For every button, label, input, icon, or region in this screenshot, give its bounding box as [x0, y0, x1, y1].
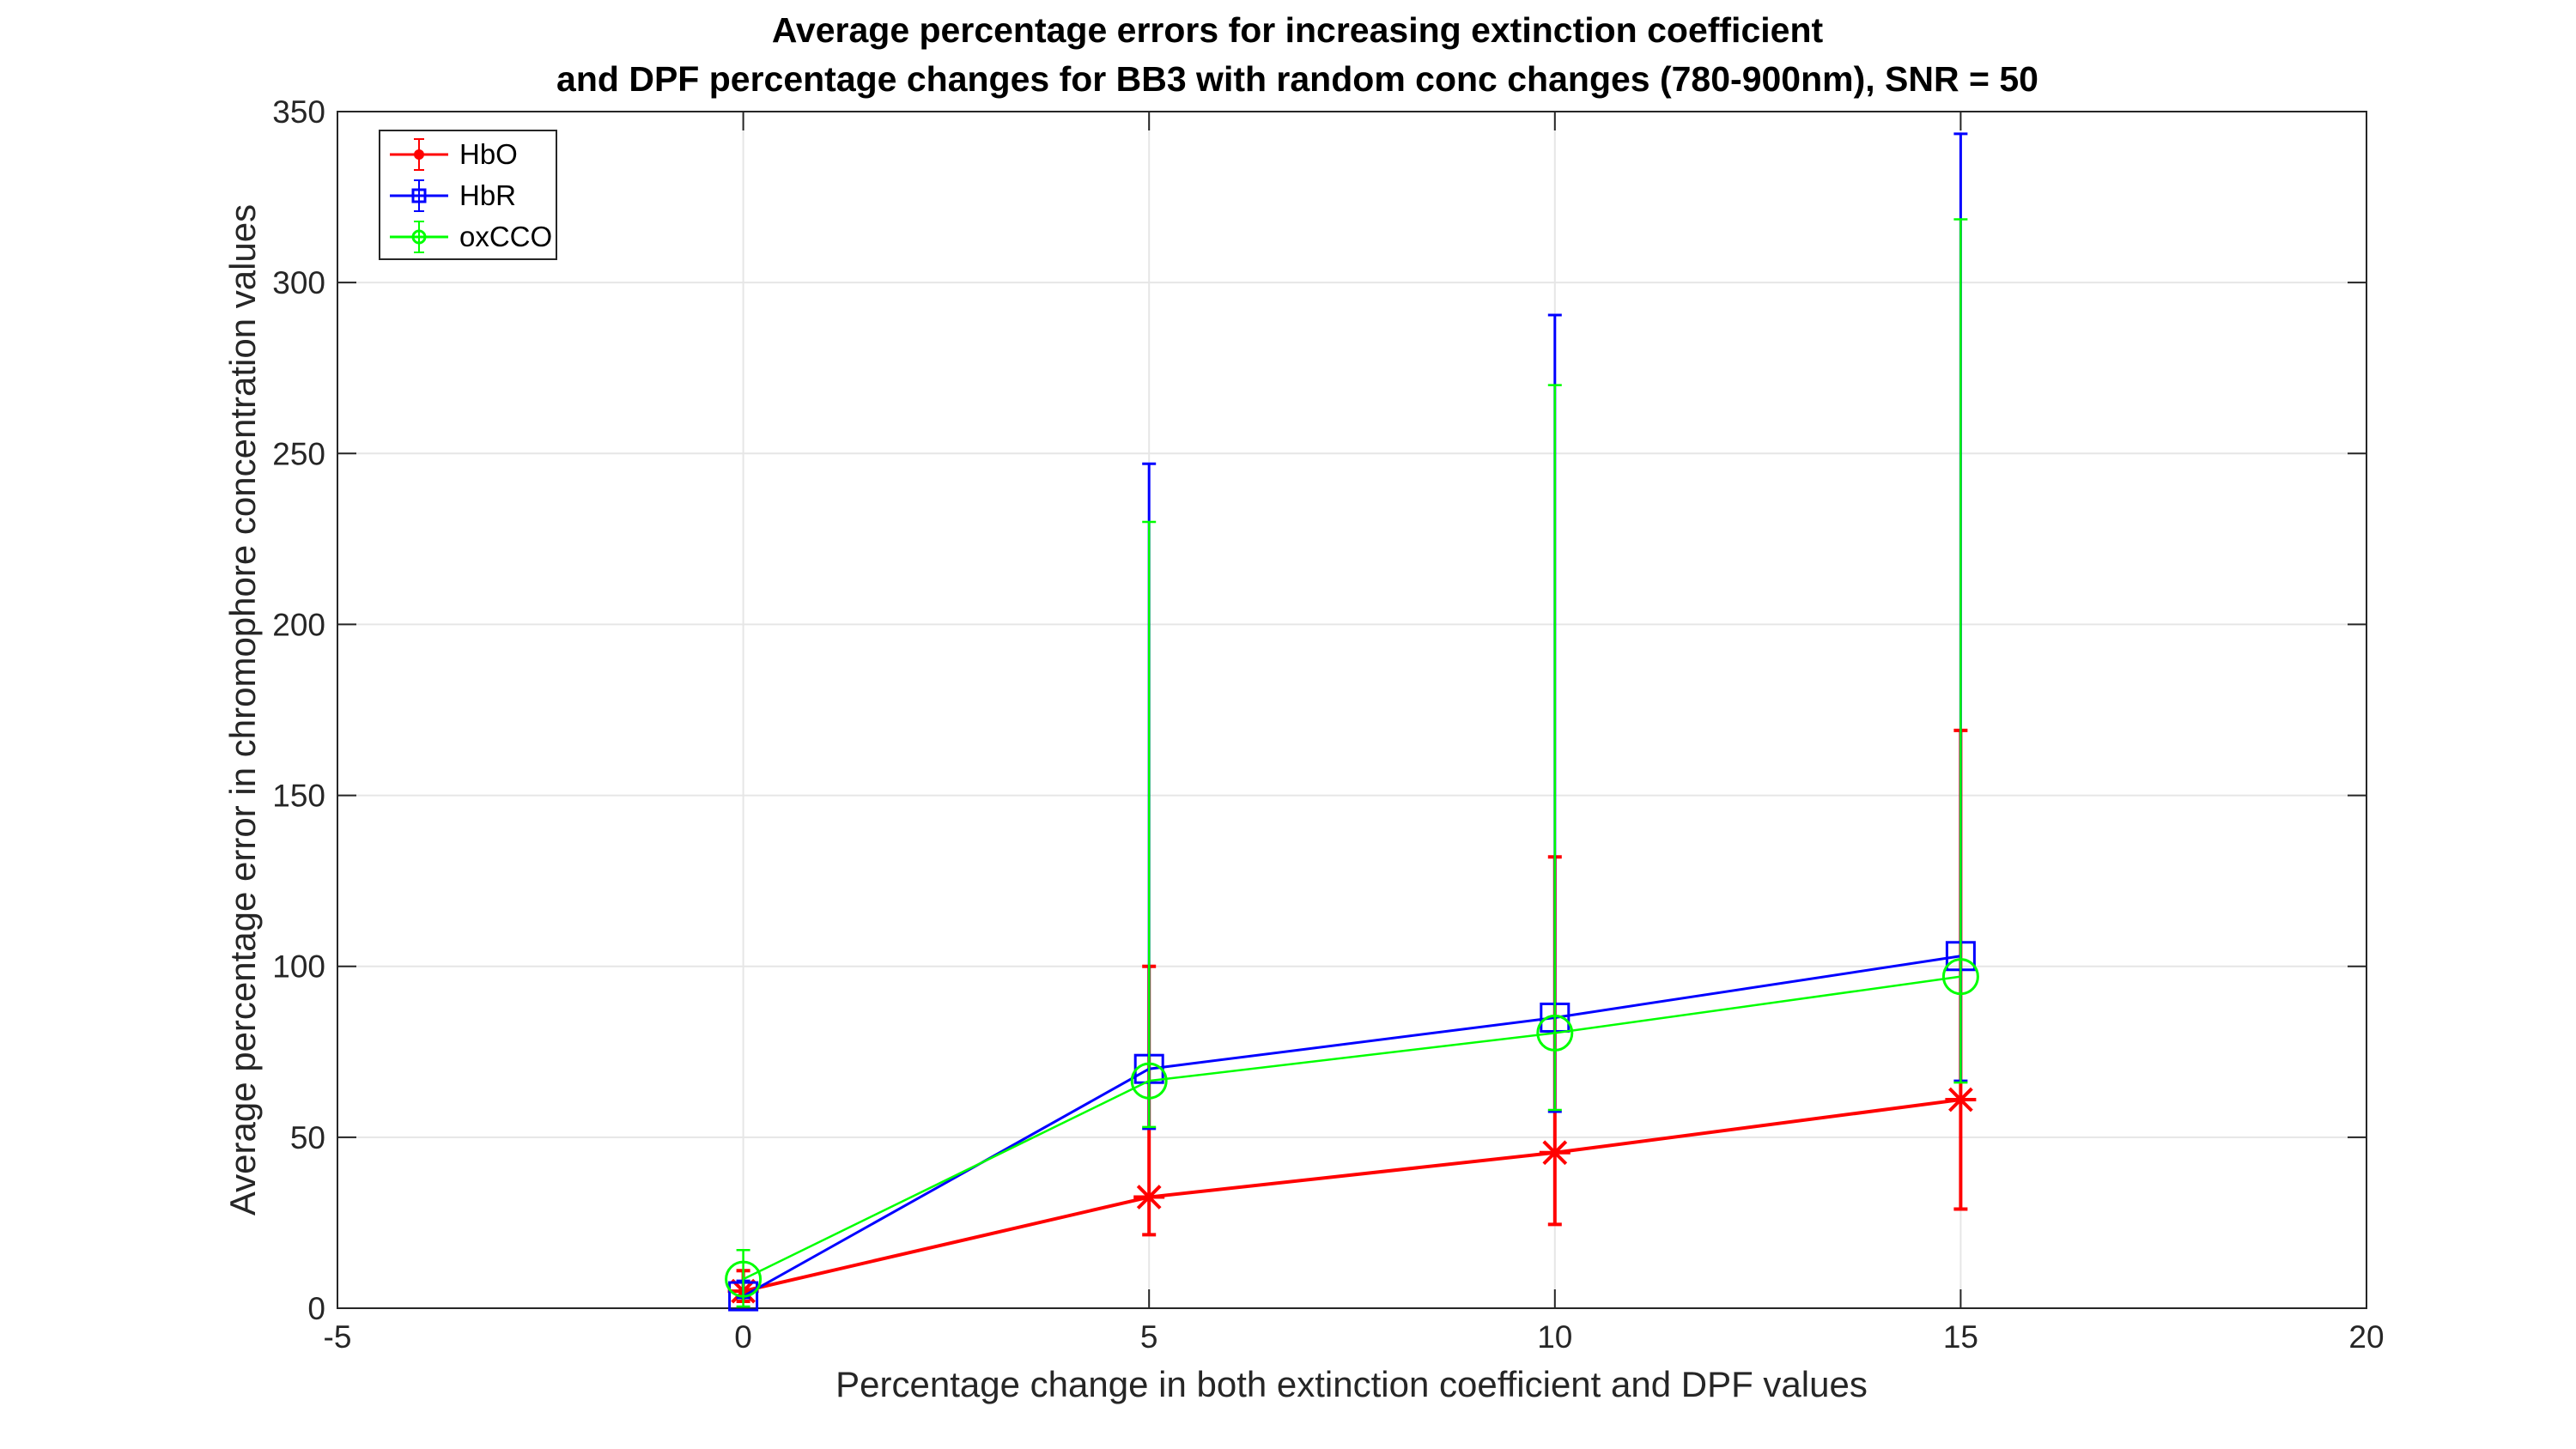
hbo-point [1539, 1140, 1571, 1166]
y-tick-label: 100 [272, 949, 325, 985]
y-tick-label: 300 [272, 265, 325, 300]
x-tick-label: -5 [324, 1319, 352, 1355]
series-hbo [727, 728, 1977, 1304]
oxcco-point [1941, 958, 1979, 996]
legend-label: HbO [459, 138, 518, 170]
hbo-point [1945, 1087, 1977, 1113]
hbo-point-stroke [1136, 1185, 1162, 1210]
x-tick-label: 10 [1537, 1319, 1572, 1355]
hbo-point [1133, 1185, 1165, 1210]
series-hbr [728, 132, 1976, 1312]
y-axis-label: Average percentage error in chromophore … [222, 204, 263, 1216]
x-tick-label: 0 [734, 1319, 752, 1355]
chart-title: Average percentage errors for increasing… [772, 10, 1824, 50]
series-oxcco [725, 218, 1979, 1308]
hbo-point-stroke [1948, 1087, 1973, 1113]
series-group [725, 132, 1979, 1312]
oxcco-point [1536, 1014, 1574, 1052]
chart-subtitle: and DPF percentage changes for BB3 with … [556, 59, 2038, 99]
oxcco-point [725, 1260, 762, 1298]
legend-item-hbo: HbO [390, 138, 518, 171]
x-tick-label: 15 [1943, 1319, 1978, 1355]
plot-area-frame [337, 111, 2367, 1309]
hbr-line [742, 955, 1961, 1298]
legend-label: oxCCO [459, 221, 552, 252]
hbo-line [743, 1098, 1961, 1294]
y-tick-label: 200 [272, 607, 325, 642]
y-tick-label: 350 [272, 94, 325, 130]
oxcco-point [1130, 1062, 1168, 1100]
y-tick-label: 250 [272, 436, 325, 471]
legend-marker [414, 149, 424, 160]
legend-item-hbr: HbR [390, 179, 516, 212]
legend: HbO HbR oxCCO [379, 130, 557, 260]
grid [337, 111, 2367, 1309]
y-tick-label: 150 [272, 779, 325, 814]
x-tick-label: 5 [1140, 1319, 1158, 1355]
legend-item-oxcco: oxCCO [390, 221, 552, 253]
oxcco-line [743, 975, 1961, 1281]
hbo-point-stroke [1542, 1140, 1568, 1166]
legend-marker [411, 229, 427, 245]
x-tick-label: 20 [2348, 1319, 2384, 1355]
legend-label: HbR [459, 179, 516, 211]
y-tick-label: 0 [307, 1291, 325, 1326]
legend-marker [411, 188, 427, 203]
x-axis-label: Percentage change in both extinction coe… [835, 1364, 1868, 1404]
y-tick-label: 50 [290, 1120, 325, 1155]
